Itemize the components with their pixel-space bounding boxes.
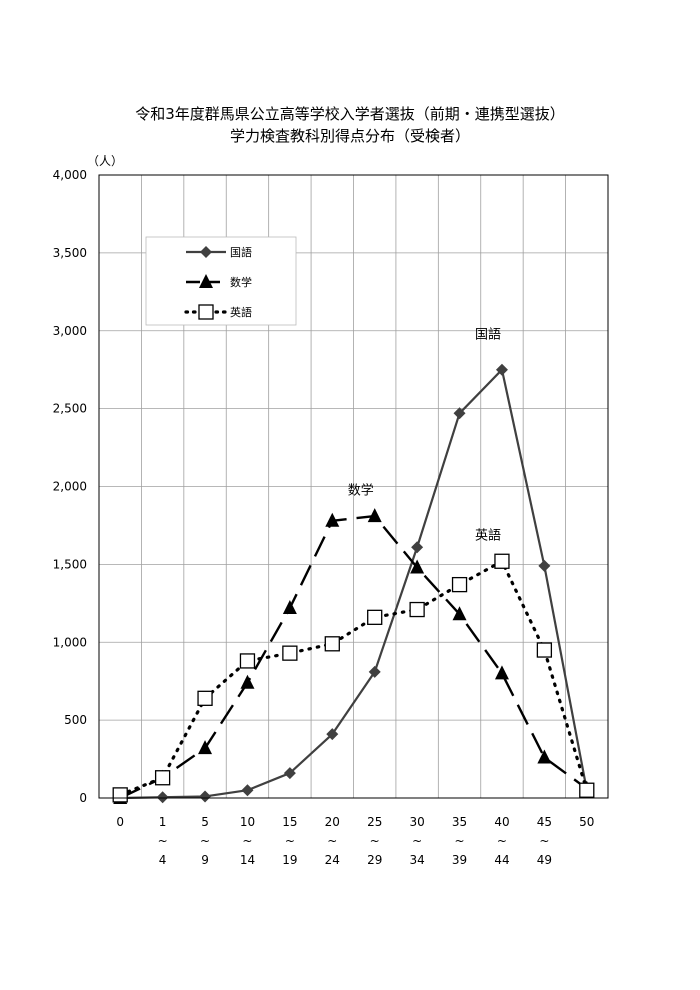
y-tick-label: 2,000	[53, 480, 87, 494]
x-tick-label: 20	[325, 815, 340, 829]
x-tick-label: 0	[116, 815, 124, 829]
x-tick-label: 50	[579, 815, 594, 829]
series-line	[118, 559, 589, 797]
x-tick-label: 25	[367, 815, 382, 829]
x-tick-label: 34	[409, 853, 424, 867]
legend-box	[145, 236, 297, 326]
data-point	[409, 601, 425, 618]
data-point	[197, 690, 213, 706]
data-point	[199, 790, 212, 803]
series-label: 英語	[475, 527, 501, 543]
x-tick-label: 39	[452, 853, 467, 867]
x-tick-separator: ~	[327, 834, 337, 848]
x-tick-label: 1	[159, 815, 167, 829]
x-tick-label: 15	[282, 815, 297, 829]
y-tick-label: 2,500	[53, 402, 87, 416]
data-point	[537, 749, 552, 764]
data-point	[156, 791, 169, 804]
data-point	[283, 767, 296, 780]
x-axis: 0 1~45~910~1415~1920~2425~2930~3435~3940~…	[116, 815, 594, 867]
x-tick-label: 49	[537, 853, 552, 867]
y-axis-unit: （人）	[87, 154, 123, 168]
data-point	[325, 512, 340, 527]
legend-marker	[198, 304, 214, 320]
x-tick-label: 24	[325, 853, 340, 867]
x-tick-label: 45	[537, 815, 552, 829]
data-point	[326, 728, 339, 741]
x-tick-separator: ~	[242, 834, 252, 848]
data-point	[239, 653, 256, 669]
series-label: 国語	[475, 327, 501, 343]
data-point	[154, 770, 171, 786]
chart-subtitle: 学力検査教科別得点分布（受検者）	[229, 127, 470, 145]
y-tick-label: 4,000	[53, 168, 87, 182]
data-point	[495, 363, 508, 376]
data-point	[368, 665, 381, 678]
series-label: 数学	[348, 482, 374, 498]
x-tick-separator: ~	[370, 834, 380, 848]
legend-entry: 英語	[230, 305, 252, 319]
x-tick-separator: ~	[497, 834, 507, 848]
y-tick-label: 3,000	[53, 324, 87, 338]
data-point	[198, 740, 213, 755]
data-point	[536, 642, 553, 658]
data-point	[240, 674, 255, 689]
series-line	[120, 368, 588, 800]
data-point	[411, 541, 424, 554]
x-tick-separator: ~	[285, 834, 295, 848]
chart-title: 令和3年度群馬県公立高等学校入学者選抜（前期・連携型選抜）	[135, 105, 565, 123]
data-point	[282, 645, 298, 661]
x-tick-label: 5	[201, 815, 209, 829]
series-line	[119, 514, 588, 800]
data-point	[494, 665, 509, 680]
x-tick-label: 9	[201, 853, 209, 867]
y-tick-label: 1,000	[53, 635, 87, 649]
y-tick-label: 500	[64, 713, 87, 727]
data-point	[324, 636, 340, 652]
data-point	[451, 576, 468, 593]
data-point	[579, 782, 595, 798]
y-tick-label: 0	[79, 791, 87, 805]
x-tick-label: 19	[282, 853, 297, 867]
x-tick-label: 35	[452, 815, 467, 829]
data-point	[367, 508, 382, 523]
data-point	[453, 407, 466, 420]
x-tick-label: 30	[409, 815, 424, 829]
x-tick-label: 40	[494, 815, 509, 829]
series-2	[112, 553, 595, 803]
data-point	[494, 553, 510, 569]
x-tick-label: 29	[367, 853, 382, 867]
x-tick-label: 4	[159, 853, 167, 867]
data-point	[367, 609, 383, 625]
y-tick-label: 3,500	[53, 246, 87, 260]
legend-marker	[200, 246, 212, 258]
x-tick-label: 14	[240, 853, 255, 867]
x-tick-separator: ~	[455, 834, 465, 848]
legend-marker	[199, 274, 213, 288]
data-point	[410, 559, 425, 574]
x-tick-separator: ~	[412, 834, 422, 848]
data-point	[538, 559, 551, 572]
x-tick-label: 10	[240, 815, 255, 829]
plot-area-frame	[98, 174, 609, 799]
x-tick-separator: ~	[158, 834, 168, 848]
data-point	[282, 599, 297, 614]
legend-entry: 数学	[230, 275, 252, 289]
data-point	[112, 787, 128, 803]
data-point	[241, 784, 254, 797]
x-tick-separator: ~	[539, 834, 549, 848]
y-tick-label: 1,500	[53, 557, 87, 571]
x-tick-separator: ~	[200, 834, 210, 848]
x-tick-label: 44	[494, 853, 509, 867]
y-axis: 0 500 1,000 1,500 2,000 2,500 3,000 3,500 4,000（…	[53, 154, 123, 805]
data-point	[452, 606, 467, 621]
series-group	[112, 363, 595, 804]
legend-entry: 国語	[230, 245, 252, 259]
